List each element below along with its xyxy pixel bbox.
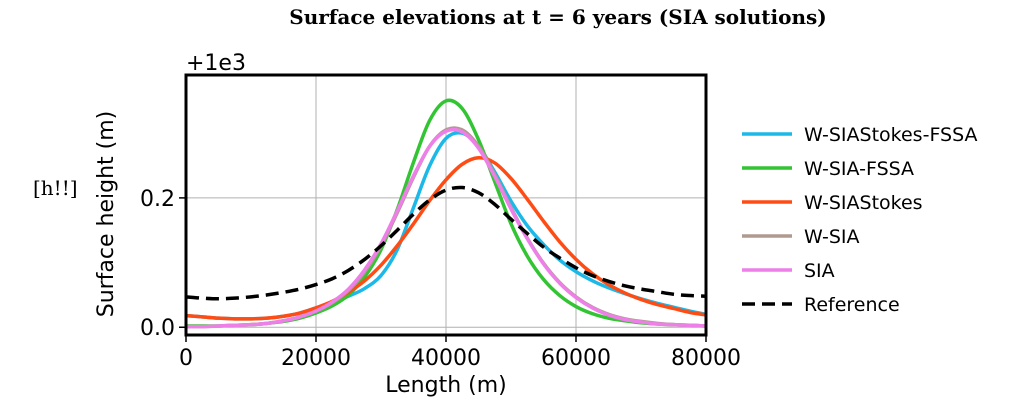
x-tick-label: 80000 (671, 346, 741, 371)
legend-label: W-SIA (804, 226, 860, 248)
y-axis-label: Surface height (m) (94, 111, 119, 318)
legend: W-SIAStokes-FSSA W-SIA-FSSA W-SIAStokes W-S… (742, 124, 978, 316)
legend-label: W-SIAStokes-FSSA (804, 124, 978, 146)
legend-label: SIA (804, 260, 835, 282)
y-tick-label: 0.0 (140, 316, 175, 341)
axis-ticks: 0 20000 40000 60000 80000 0.0 0.2 (140, 187, 741, 371)
legend-label: W-SIAStokes (804, 192, 923, 214)
series-line-reference (186, 185, 706, 301)
x-tick-label: 60000 (541, 346, 611, 371)
chart-title: Surface elevations at t = 6 years (SIA s… (289, 5, 826, 29)
x-tick-label: 20000 (281, 346, 351, 371)
y-tick-label: 0.2 (140, 187, 175, 212)
legend-label: Reference (804, 294, 900, 316)
x-tick-label: 0 (179, 346, 193, 371)
series-line-sia (186, 127, 706, 329)
side-note: [h!!] (33, 176, 78, 200)
x-tick-label: 40000 (411, 346, 481, 371)
series-line-w-siastokes (186, 156, 706, 321)
legend-label: W-SIA-FSSA (804, 158, 914, 180)
plot-series (186, 98, 706, 329)
offset-label: +1e3 (186, 51, 246, 76)
x-axis-label: Length (m) (385, 373, 506, 398)
